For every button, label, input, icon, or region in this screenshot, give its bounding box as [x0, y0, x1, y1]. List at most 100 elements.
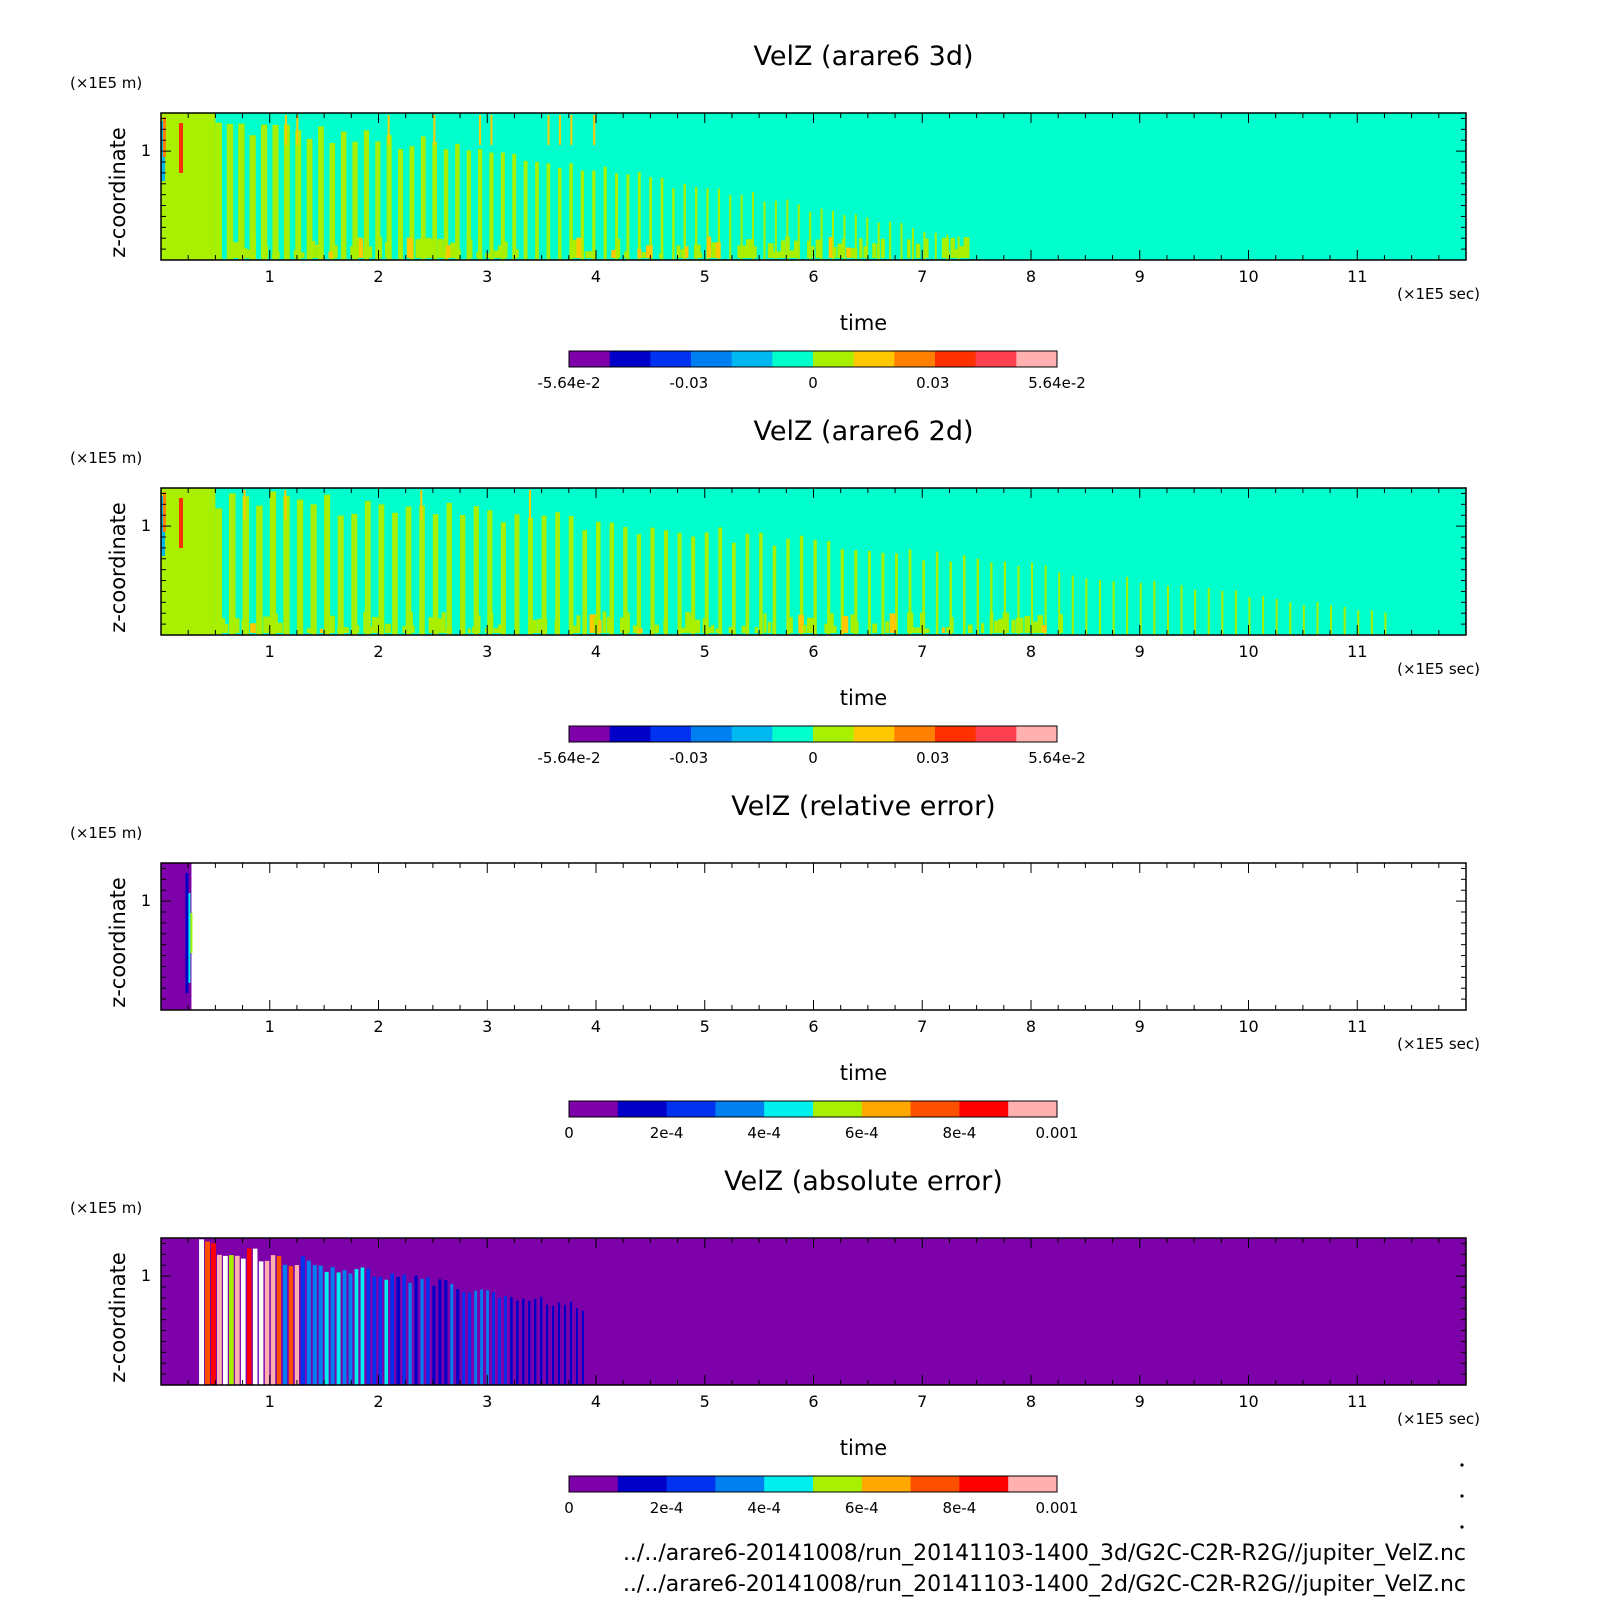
- colorbar-label: -0.03: [669, 749, 708, 767]
- bottom-patch: [328, 615, 335, 633]
- velocity-stripe: [351, 513, 358, 635]
- bottom-patch: [263, 245, 269, 258]
- bottom-patch: [711, 242, 717, 258]
- bottom-patch: [572, 239, 577, 258]
- x-tick-label: 3: [482, 1017, 492, 1036]
- colorbar-label: 2e-4: [650, 1499, 684, 1517]
- velocity-stripe: [1098, 580, 1101, 635]
- x-axis-label: time: [840, 1436, 887, 1460]
- bottom-patch: [267, 618, 271, 633]
- velocity-stripe: [704, 532, 709, 635]
- y-tick-label: 1: [141, 891, 151, 910]
- velocity-stripe: [489, 152, 494, 260]
- colorbar-segment: [1008, 1101, 1058, 1117]
- bottom-patch: [428, 238, 435, 258]
- bottom-patch: [467, 628, 472, 633]
- bottom-patch: [476, 251, 482, 258]
- bottom-patch: [250, 623, 256, 633]
- velocity-stripe: [677, 532, 682, 635]
- bottom-patch: [498, 245, 506, 258]
- bottom-patch: [224, 624, 229, 633]
- colorbar-label: 4e-4: [747, 1124, 781, 1142]
- x-tick-label: 8: [1026, 1017, 1036, 1036]
- bottom-patch: [437, 618, 444, 633]
- velocity-stripe-peak: [243, 490, 246, 520]
- bottom-patch: [298, 252, 305, 258]
- heatmap-field: [161, 1238, 1466, 1385]
- colorbar-segment: [617, 1101, 668, 1117]
- bottom-patch: [680, 627, 688, 633]
- x-tick-label: 2: [373, 267, 383, 286]
- error-stripe: [557, 1302, 561, 1385]
- colorbar-label: 2e-4: [650, 1124, 684, 1142]
- bottom-patch: [1037, 615, 1044, 633]
- colorbar-segment: [569, 1101, 619, 1117]
- velocity-stripe: [976, 558, 979, 635]
- bottom-patch: [202, 613, 206, 633]
- x-tick-label: 10: [1238, 1017, 1258, 1036]
- bottom-patch: [472, 626, 478, 633]
- velocity-stripe: [378, 504, 385, 635]
- velocity-stripe: [854, 214, 857, 260]
- x-tick-label: 10: [1238, 267, 1258, 286]
- velocity-stripe: [272, 124, 279, 260]
- colorbar-label: -0.03: [669, 374, 708, 392]
- bottom-patch: [406, 237, 413, 258]
- velocity-stripe: [318, 126, 324, 260]
- velocity-stripe: [283, 124, 290, 260]
- velocity-stripe: [718, 527, 723, 635]
- bottom-patch: [685, 611, 691, 633]
- velocity-stripe: [603, 166, 607, 260]
- velocity-stripe: [672, 188, 675, 260]
- bottom-patch: [189, 239, 194, 258]
- bottom-patch: [211, 624, 216, 633]
- colorbar-label: 0.03: [916, 374, 949, 392]
- error-stripe: [228, 1255, 234, 1385]
- velocity-stripe: [663, 530, 669, 635]
- velocity-stripe: [1302, 605, 1305, 635]
- error-stripe: [211, 1243, 216, 1385]
- bottom-patch: [206, 626, 212, 633]
- colorbar-label: 5.64e-2: [1028, 749, 1086, 767]
- bottom-patch: [306, 628, 312, 633]
- colorbar-label: 0: [808, 374, 818, 392]
- stray-dot: [1460, 1463, 1464, 1467]
- bottom-patch: [828, 613, 834, 633]
- velocity-stripe: [375, 141, 381, 260]
- velocity-stripe-peak: [296, 115, 299, 145]
- velocity-stripe: [774, 200, 777, 260]
- x-axis-label: time: [840, 311, 887, 335]
- bottom-patch: [663, 619, 669, 633]
- error-stripe: [456, 1289, 460, 1385]
- velocity-stripe: [895, 553, 898, 635]
- x-tick-label: 7: [917, 267, 927, 286]
- y-unit-label: (×1E5 m): [70, 449, 142, 467]
- velocity-stripe: [934, 232, 937, 260]
- velocity-stripe: [460, 515, 466, 635]
- colorbar-label: 4e-4: [747, 1499, 781, 1517]
- velocity-stripe: [759, 532, 763, 635]
- x-tick-label: 5: [700, 1017, 710, 1036]
- bottom-patch: [350, 246, 355, 258]
- bottom-patch: [959, 246, 964, 258]
- colorbar-segment: [813, 351, 855, 367]
- bottom-patch: [828, 237, 833, 258]
- bottom-patch: [750, 246, 757, 258]
- error-stripe: [199, 1239, 205, 1385]
- velocity-stripe: [867, 550, 871, 635]
- bottom-patch: [515, 249, 519, 258]
- colorbar-label: 8e-4: [943, 1124, 977, 1142]
- velocity-stripe: [1071, 575, 1074, 635]
- velocity-stripe: [514, 514, 520, 635]
- error-stripe: [522, 1298, 525, 1385]
- velocity-stripe: [729, 194, 732, 260]
- bottom-patch: [189, 628, 195, 633]
- velocity-stripe: [683, 183, 686, 260]
- velocity-stripe: [809, 211, 812, 260]
- velocity-stripe: [546, 163, 551, 260]
- colorbar-segment: [617, 1476, 668, 1492]
- bottom-patch: [632, 625, 638, 633]
- error-edge: [190, 913, 193, 953]
- bottom-patch: [693, 619, 701, 633]
- velocity-stripe: [1316, 602, 1319, 635]
